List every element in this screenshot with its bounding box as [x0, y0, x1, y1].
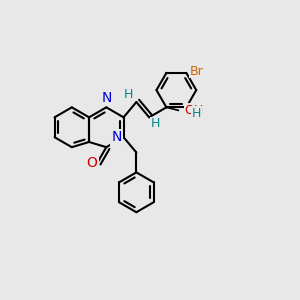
Text: N: N	[112, 130, 122, 144]
Text: OH: OH	[184, 104, 203, 117]
Text: Br: Br	[189, 65, 203, 78]
Text: H: H	[151, 117, 160, 130]
Text: H: H	[192, 107, 201, 120]
Text: N: N	[101, 91, 112, 105]
Text: H: H	[124, 88, 134, 101]
Text: O: O	[87, 156, 98, 170]
